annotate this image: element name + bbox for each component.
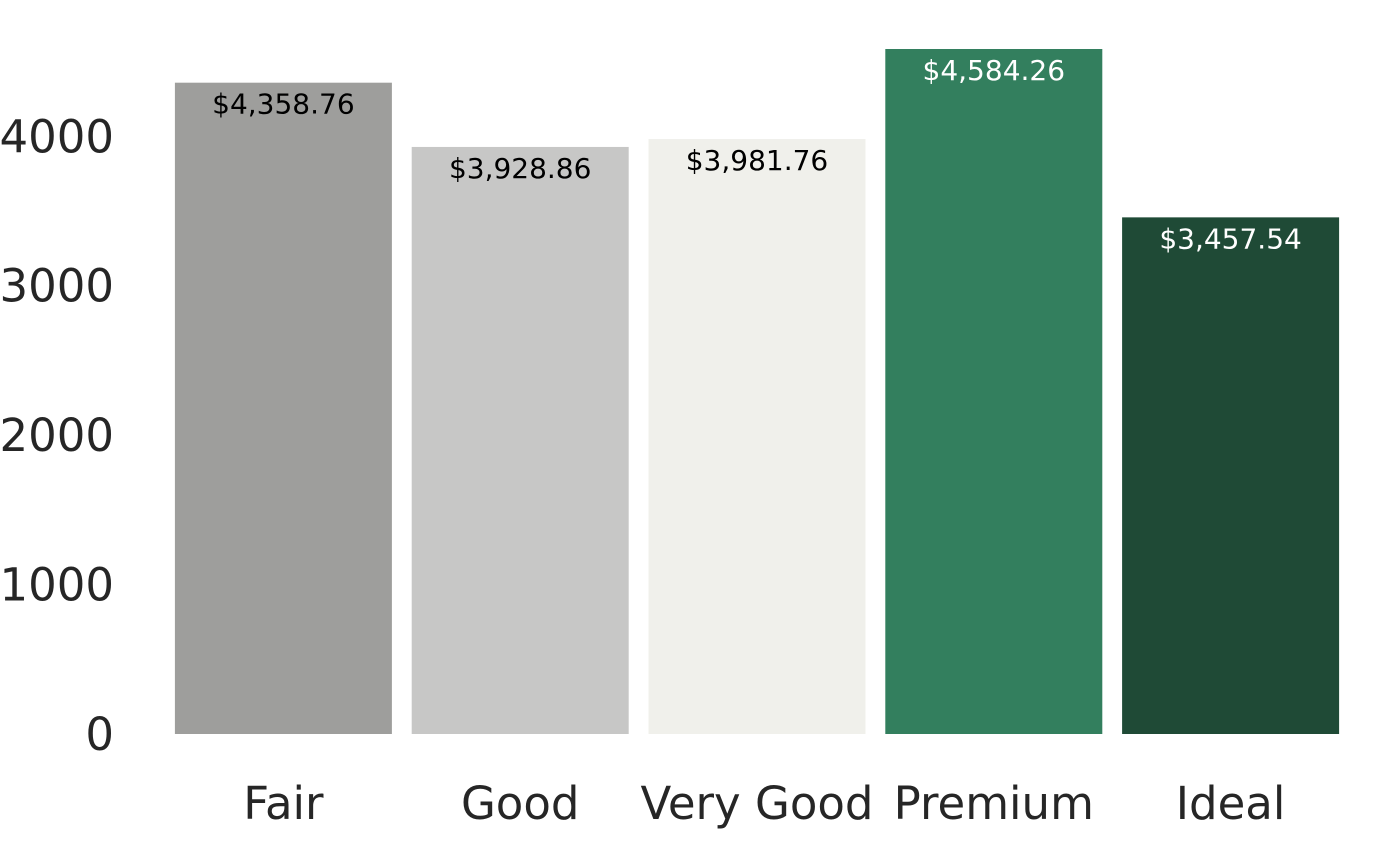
y-tick-label: 2000 (0, 409, 114, 462)
bar-premium (885, 49, 1103, 734)
bars-group (174, 49, 1340, 735)
y-tick-label: 0 (85, 708, 114, 761)
bar-value-label: $4,584.26 (923, 54, 1066, 87)
bar-value-label: $3,981.76 (686, 144, 829, 177)
y-tick-label: 1000 (0, 559, 114, 612)
bar-value-label: $3,457.54 (1159, 222, 1302, 255)
x-tick-label: Good (461, 777, 580, 830)
x-tick-label: Ideal (1176, 777, 1286, 830)
bar-labels-group: $4,358.76 $3,928.86 $3,981.76 $4,584.26 $3,4… (212, 54, 1302, 255)
bar-fair (174, 82, 392, 734)
bar-very-good (648, 139, 866, 734)
bar-value-label: $3,928.86 (449, 152, 592, 185)
bar-ideal (1122, 217, 1340, 735)
y-tick-label: 3000 (0, 260, 114, 313)
x-tick-label: Premium (894, 777, 1094, 830)
x-axis: Fair Good Very Good Premium Ideal (243, 777, 1285, 830)
bar-good (411, 146, 629, 734)
y-axis: 0 1000 2000 3000 4000 (0, 110, 114, 761)
x-tick-label: Very Good (641, 777, 874, 830)
x-tick-label: Fair (243, 777, 324, 830)
bar-value-label: $4,358.76 (212, 88, 355, 121)
y-tick-label: 4000 (0, 110, 114, 163)
